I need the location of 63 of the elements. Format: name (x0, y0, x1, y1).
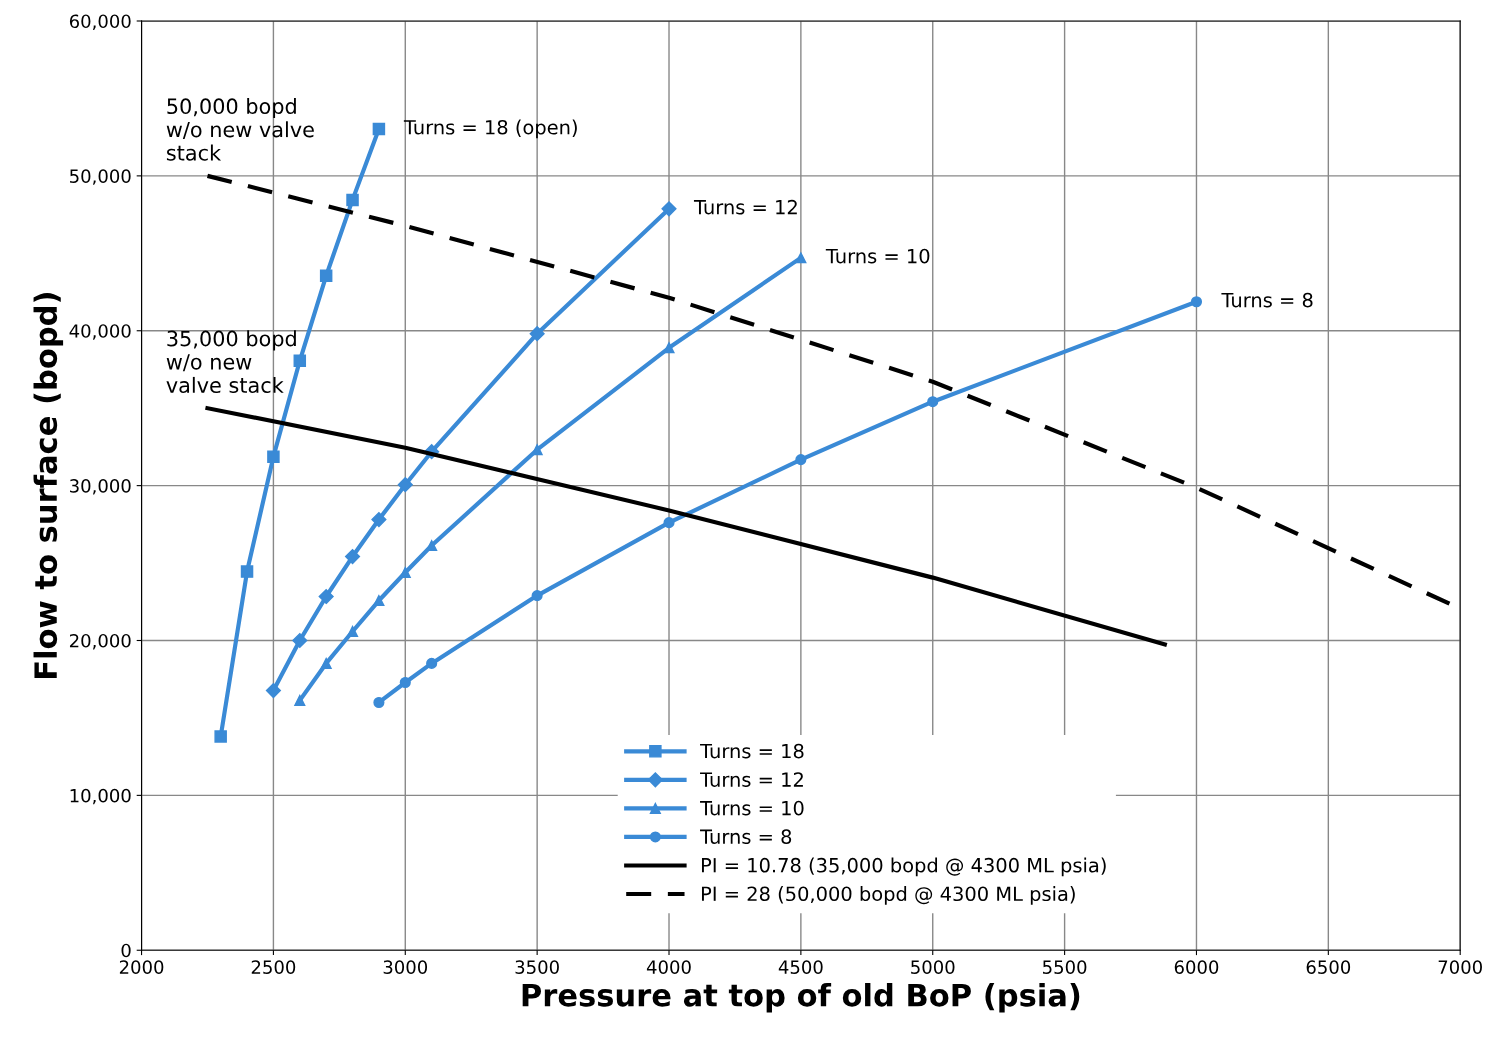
y-tick-label: 50,000 (70, 169, 131, 185)
x-tick-label: 5500 (1043, 960, 1087, 974)
x-tick-label: 3500 (515, 960, 559, 974)
annotation: Turns = 12 (693, 199, 797, 215)
point (214, 730, 227, 743)
point (344, 548, 361, 565)
legend-label: Turns = 12 (700, 772, 803, 787)
x-tick-label: 6500 (1306, 960, 1351, 974)
annotation: Turns = 8 (1221, 292, 1313, 308)
y-tick-label: 30,000 (70, 479, 131, 495)
y-tick-label: 10,000 (70, 788, 131, 805)
point (529, 326, 545, 342)
point (426, 540, 438, 552)
annotation: 35,000 bopd w/o new valve stack (166, 330, 296, 394)
point (265, 682, 281, 699)
point (372, 122, 386, 136)
x-tick-label: 2500 (251, 960, 296, 974)
point (371, 511, 387, 528)
point (1190, 296, 1203, 308)
point (661, 201, 677, 217)
point (397, 477, 413, 493)
x-tick-label: 4500 (778, 960, 823, 974)
point (373, 594, 385, 607)
x-tick-label: 4000 (646, 960, 691, 974)
x-tick-label: 5000 (911, 960, 955, 974)
y-axis-title: Flow to surface (bopd) (33, 293, 64, 678)
point (663, 517, 675, 529)
y-tick-label: 40,000 (69, 324, 131, 340)
point (292, 632, 308, 649)
point (320, 657, 332, 669)
y-tick-label: 60,000 (69, 14, 131, 30)
x-tick-label: 3000 (383, 960, 428, 974)
x-tick-label: 7000 (1438, 960, 1482, 974)
point (795, 252, 807, 264)
y-tick-label: 20,000 (69, 633, 131, 650)
legend-label: PI = 10.78 (35,000 bopd @ 4300 ML psia) (701, 857, 1106, 877)
legend-label: Turns = 10 (700, 800, 804, 816)
legend-label: Turns = 18 (700, 743, 804, 759)
point (267, 450, 280, 463)
annotation: 50,000 bopd w/o new valve stack (166, 97, 314, 161)
line-series (205, 406, 1167, 647)
y-tick-label: 0 (121, 943, 131, 958)
point (531, 590, 543, 602)
point (294, 694, 306, 706)
point (927, 396, 939, 408)
point (293, 354, 307, 368)
x-tick-label: 2000 (119, 960, 164, 974)
point (319, 269, 333, 283)
point (399, 676, 411, 689)
point (663, 342, 675, 354)
x-tick-label: 6000 (1174, 960, 1219, 974)
annotation: Turns = 18 (open) (403, 119, 577, 139)
legend-label: PI = 28 (50,000 bopd @ 4300 ML psia) (701, 886, 1075, 905)
annotation: Turns = 10 (825, 248, 930, 264)
point (373, 696, 385, 709)
point (318, 588, 334, 605)
point (346, 193, 359, 207)
point (346, 625, 359, 638)
point (426, 657, 438, 669)
x-axis-title: Pressure at top of old BoP (psia) (522, 983, 1080, 1013)
point (240, 565, 254, 578)
point (795, 454, 807, 466)
legend-label: Turns = 8 (700, 829, 792, 845)
